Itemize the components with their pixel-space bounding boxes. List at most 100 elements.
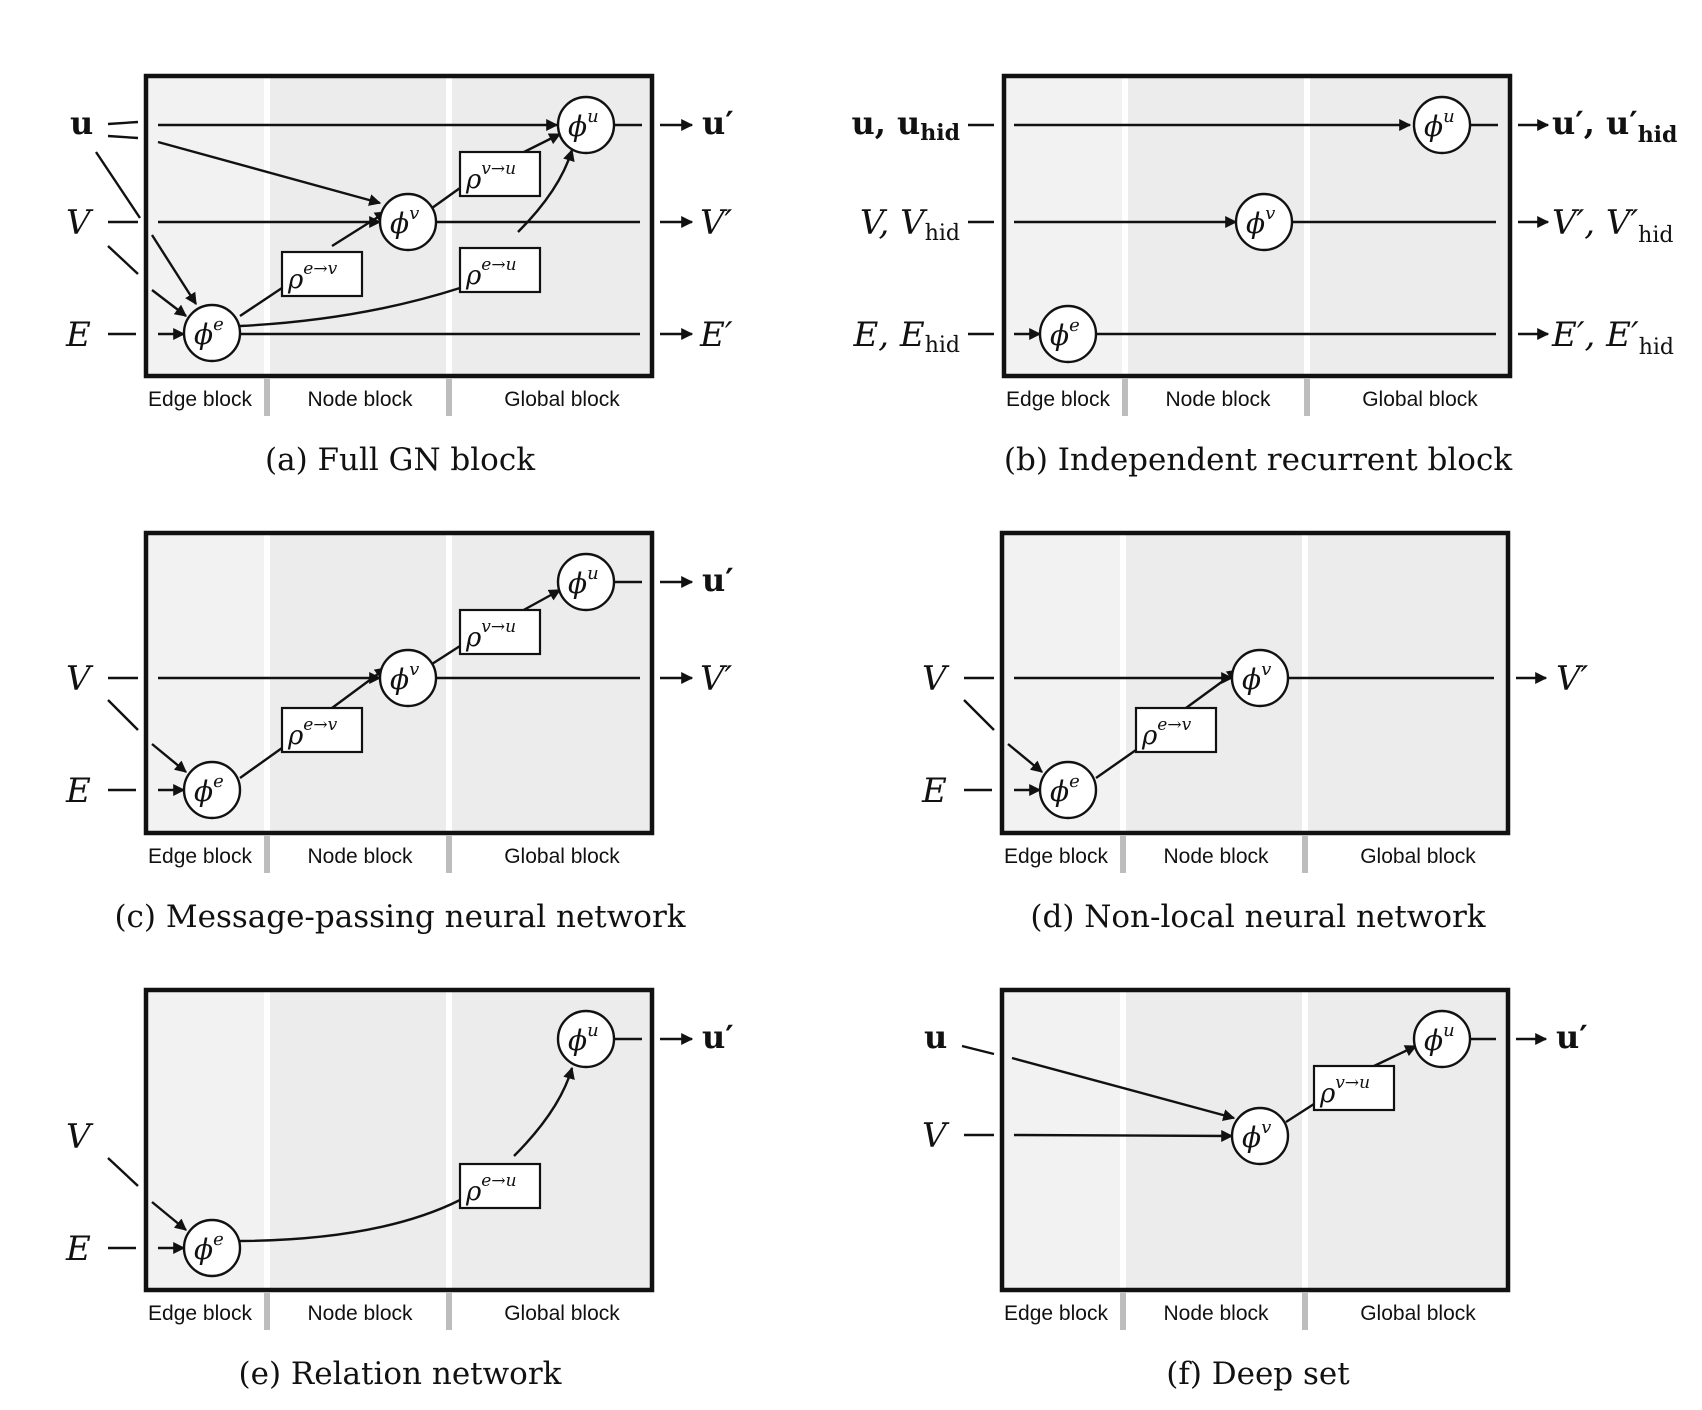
- panel-a-edge-rho-ev-to-phiv: [331, 210, 388, 248]
- panel-a-region-divider-2: [446, 378, 452, 416]
- svg-text:ϕe: ϕe: [194, 1229, 224, 1266]
- panel-a-caption: (a) Full GN block: [265, 442, 535, 478]
- panel-f-phi-v-node: ϕv: [1230, 1106, 1290, 1166]
- panel-d-frame: [999, 530, 1511, 836]
- panel-a-rho-e-to-v: ρe→v: [280, 250, 364, 298]
- panel-d-v-leader-2: [963, 699, 995, 731]
- panel-d-region-global: Global block: [1360, 845, 1476, 868]
- svg-text:ρe→u: ρe→u: [465, 255, 517, 291]
- panel-c-rho-v-to-u: ρv→u: [458, 608, 542, 656]
- panel-c: ρe→v ρv→u ϕe ϕv ϕu Edge block Node block…: [65, 530, 734, 935]
- panel-a-region-divider-1: [264, 378, 270, 416]
- panel-f-region-divider-1: [1120, 1292, 1126, 1330]
- panel-b: ϕe ϕv ϕu Edge block Node block Global bl…: [851, 73, 1677, 478]
- panel-f-rho-v-to-u: ρv→u: [1312, 1064, 1396, 1112]
- panel-c-phi-e-node: ϕe: [182, 760, 242, 820]
- panel-e: ρe→u ϕe ϕu Edge block Node block Global …: [65, 987, 734, 1392]
- panel-c-out-u: u′: [702, 561, 734, 599]
- panel-f-edge-rho-vu-to-phiu: [1373, 1044, 1418, 1068]
- panel-b-in-v: V, Vhid: [860, 203, 960, 246]
- panel-a-edge-u-to-phiv: [157, 140, 382, 206]
- svg-text:ϕe: ϕe: [194, 771, 224, 808]
- panel-e-out-u: u′: [702, 1018, 734, 1056]
- svg-text:ρv→u: ρv→u: [465, 159, 516, 195]
- panel-e-in-e: E: [65, 1229, 91, 1269]
- svg-text:ϕu: ϕu: [1424, 106, 1455, 143]
- panel-f-region-edge: Edge block: [1004, 1302, 1108, 1325]
- panel-d-edge-v-to-phie: [1007, 743, 1043, 773]
- panel-c-caption: (c) Message-passing neural network: [114, 899, 685, 935]
- panel-c-phi-u-node: ϕu: [556, 552, 616, 612]
- panel-c-in-v: V: [66, 659, 94, 699]
- panel-d-caption: (d) Non-local neural network: [1030, 899, 1485, 935]
- panel-b-region-global: Global block: [1362, 388, 1478, 411]
- panel-c-region-global: Global block: [504, 845, 620, 868]
- panel-c-region-divider-1: [264, 835, 270, 873]
- panel-f-phi-u-node: ϕu: [1412, 1009, 1472, 1069]
- panel-a-v-leader-2: [107, 245, 139, 275]
- panel-a-edge-phie-to-rho-ev: [239, 287, 283, 317]
- panel-a-edge-u-to-phie: [151, 289, 187, 317]
- svg-text:ρv→u: ρv→u: [465, 617, 516, 653]
- svg-text:ϕe: ϕe: [194, 314, 224, 351]
- panel-e-region-divider-1: [264, 1292, 270, 1330]
- panel-a-phi-v-node: ϕv: [378, 192, 438, 252]
- panel-d-rho-e-to-v: ρe→v: [1134, 706, 1218, 754]
- panel-f-caption: (f) Deep set: [1166, 1356, 1350, 1392]
- panel-b-out-e: E′, E′hid: [1551, 315, 1674, 360]
- panel-f-region-divider-2: [1302, 1292, 1308, 1330]
- panel-d-region-node: Node block: [1163, 845, 1269, 868]
- panel-f-edge-phiv-to-rho-vu: [1285, 1102, 1315, 1124]
- panel-d-region-divider-2: [1302, 835, 1308, 873]
- panel-a-out-u: u′: [702, 104, 734, 142]
- panel-a-rho-v-to-u: ρv→u: [458, 150, 542, 198]
- panel-e-phi-e-node: ϕe: [182, 1218, 242, 1278]
- panel-b-phi-v-node: ϕv: [1234, 192, 1294, 252]
- panel-e-region-global: Global block: [504, 1302, 620, 1325]
- panel-e-region-divider-2: [446, 1292, 452, 1330]
- panel-a-phi-e-node: ϕe: [182, 303, 242, 363]
- panel-c-edge-v-to-phie: [151, 743, 187, 773]
- panel-a-in-u: u: [70, 104, 93, 142]
- panel-d-edge-phie-to-rho-ev: [1095, 749, 1137, 779]
- svg-text:ρe→v: ρe→v: [287, 259, 338, 295]
- panel-b-frame: [1001, 73, 1513, 379]
- panel-c-out-v: V′: [700, 659, 733, 699]
- panel-b-out-u: u′, u′hid: [1552, 104, 1677, 148]
- panel-f: ρv→u ϕv ϕu Edge block Node block Global …: [922, 987, 1588, 1392]
- panel-e-rho-e-to-u: ρe→u: [458, 1162, 542, 1210]
- panel-f-u-leader: [961, 1044, 995, 1056]
- panel-d-region-edge: Edge block: [1004, 845, 1108, 868]
- panel-b-in-u: u, uhid: [851, 104, 960, 146]
- panel-c-region-node: Node block: [307, 845, 413, 868]
- panel-a-rho-e-to-u: ρe→u: [458, 246, 542, 294]
- panel-e-caption: (e) Relation network: [239, 1356, 562, 1392]
- panel-e-frame: [143, 987, 655, 1293]
- panel-f-region-node: Node block: [1163, 1302, 1269, 1325]
- panel-a-edge-v-to-phie: [150, 234, 198, 306]
- panel-a-phi-u-node: ϕu: [556, 95, 616, 155]
- svg-text:ϕu: ϕu: [568, 1020, 599, 1057]
- panel-a-region-global: Global block: [504, 388, 620, 411]
- panel-f-frame: [999, 987, 1511, 1293]
- panel-b-in-e: E, Ehid: [852, 315, 960, 358]
- svg-text:ϕe: ϕe: [1050, 771, 1080, 808]
- panel-a-in-e: E: [65, 315, 91, 355]
- panel-a-region-edge: Edge block: [148, 388, 252, 411]
- panel-b-out-v: V′, V′hid: [1552, 203, 1673, 248]
- panel-f-edge-v-to-phiv: [1013, 1129, 1234, 1142]
- panel-d-edge-rho-ev-to-phiv: [1185, 669, 1239, 709]
- panel-c-region-divider-2: [446, 835, 452, 873]
- panel-b-phi-u-node: ϕu: [1412, 95, 1472, 155]
- panel-d-phi-e-node: ϕe: [1038, 760, 1098, 820]
- panel-d-region-divider-1: [1120, 835, 1126, 873]
- panel-a-out-e: E′: [699, 315, 733, 355]
- svg-text:ϕv: ϕv: [1242, 1117, 1271, 1154]
- panel-d-out-v: V′: [1556, 659, 1589, 699]
- panel-c-v-leader-2: [107, 699, 139, 731]
- svg-text:ϕv: ϕv: [390, 203, 419, 240]
- panel-b-region-divider-1: [1122, 378, 1128, 416]
- panel-c-frame: [143, 530, 655, 836]
- panel-d-in-v: V: [922, 659, 950, 699]
